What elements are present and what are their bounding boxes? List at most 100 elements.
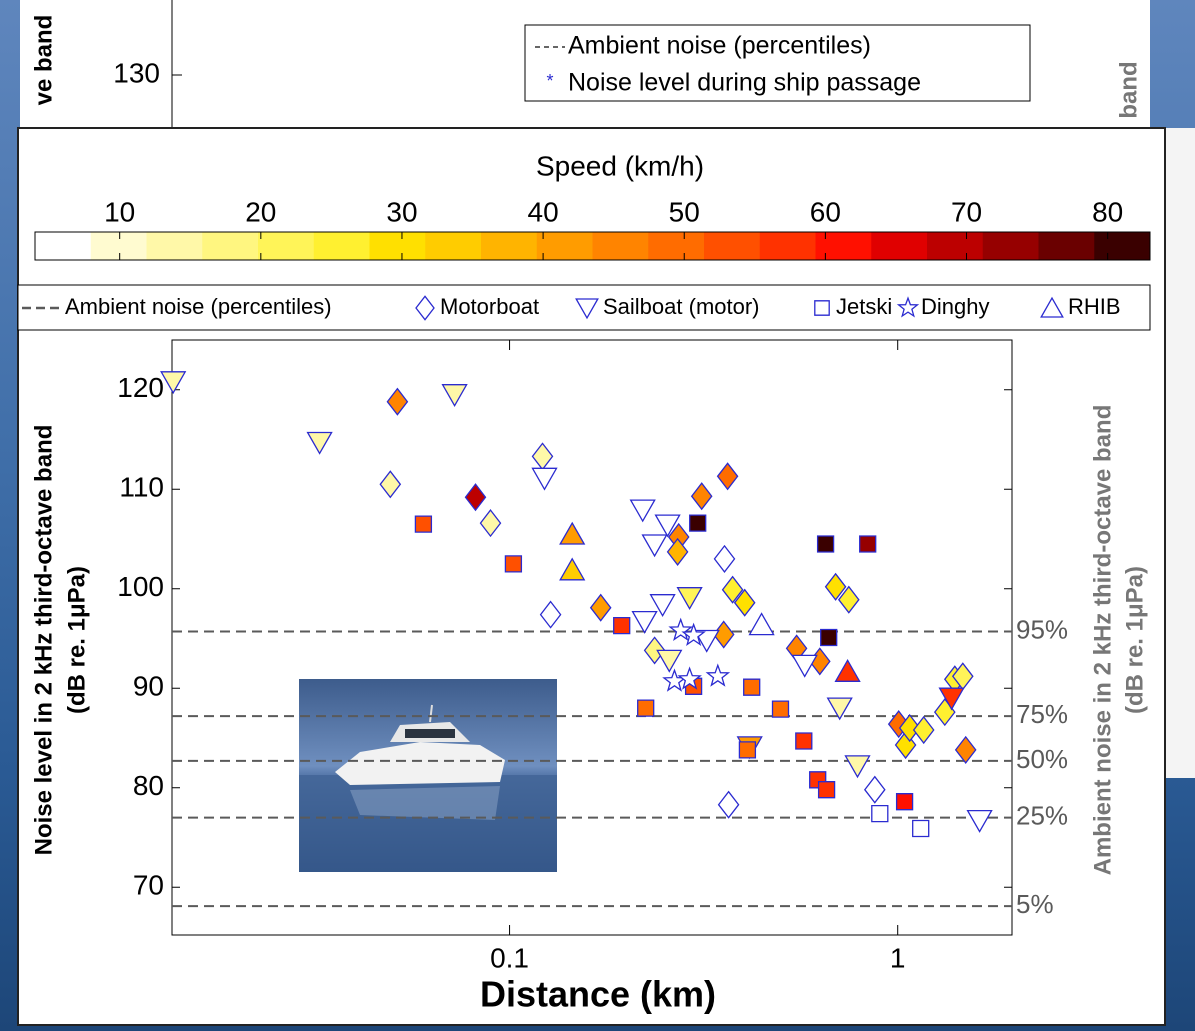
y-tick-label: 110 (119, 472, 164, 503)
y2-axis-title: (dB re. 1μPa) (1121, 566, 1148, 714)
colorbar-title: Speed (km/h) (536, 150, 704, 181)
colorbar-segment (648, 232, 705, 260)
colorbar-tick-label: 30 (386, 196, 417, 227)
colorbar-tick-label: 70 (951, 196, 982, 227)
background-ylabel: ve band (30, 15, 57, 106)
colorbar-tick-label: 60 (810, 196, 841, 227)
x-tick-label: 1 (890, 942, 906, 973)
colorbar-segment (982, 232, 1039, 260)
point (629, 499, 656, 523)
point (966, 809, 993, 833)
background-y2label: band (1115, 61, 1142, 118)
legend-marker (1040, 296, 1064, 318)
legend-marker (415, 295, 435, 321)
point (656, 649, 683, 673)
colorbar-segment (481, 232, 538, 260)
point (641, 534, 668, 558)
point (834, 658, 861, 682)
legend-text: Ambient noise (percentiles) (65, 294, 332, 319)
point (705, 663, 731, 687)
point (504, 555, 523, 573)
point (895, 793, 914, 811)
legend-text: Jetski (836, 294, 892, 319)
point (654, 514, 681, 538)
colorbar-segment (35, 232, 92, 260)
background-legend-text: Ambient noise (percentiles) (568, 32, 871, 60)
data-points (160, 371, 993, 838)
colorbar-segment (927, 232, 984, 260)
point (738, 741, 757, 759)
y-tick-label: 70 (133, 870, 164, 901)
point (649, 594, 676, 618)
point (716, 462, 739, 491)
point (817, 781, 836, 799)
background-ytick-label: 130 (113, 57, 160, 88)
point (938, 687, 965, 711)
point (859, 535, 877, 553)
y-tick-label: 90 (133, 671, 164, 702)
point (559, 557, 586, 581)
point (676, 587, 703, 611)
point (826, 697, 853, 721)
inset-photo (299, 679, 557, 872)
point (386, 387, 409, 416)
point (464, 483, 487, 512)
background-legend (524, 24, 1031, 102)
point (681, 622, 706, 646)
colorbar-segment (759, 232, 816, 260)
point (795, 732, 813, 750)
point (791, 654, 818, 678)
point (748, 612, 775, 636)
point (743, 678, 761, 696)
point (668, 617, 694, 641)
point (531, 467, 558, 491)
colorbar-segment (425, 232, 482, 260)
colorbar-segment (202, 232, 259, 260)
legend-text: RHIB (1068, 294, 1121, 319)
colorbar-segment (815, 232, 872, 260)
reference-label: 75% (1016, 699, 1068, 729)
point (898, 713, 921, 743)
colorbar-segment (704, 232, 761, 260)
legend-text: Sailboat (motor) (603, 294, 760, 319)
colorbar-segment (1094, 232, 1151, 260)
point (613, 616, 631, 635)
reference-label: 95% (1016, 614, 1068, 644)
plot-area (171, 339, 1013, 936)
x-axis-title: Distance (km) (480, 974, 716, 1015)
point (666, 537, 689, 566)
reference-label: 25% (1016, 800, 1068, 830)
colorbar-segment (90, 232, 147, 260)
point (912, 715, 935, 745)
point (689, 514, 707, 532)
colorbar-segment (1038, 232, 1095, 260)
point (871, 804, 889, 823)
legend-marker: * (546, 71, 553, 91)
point (717, 790, 740, 819)
point (379, 470, 402, 499)
colorbar-frame (34, 231, 1151, 261)
point (816, 535, 835, 553)
colorbar-segment (871, 232, 928, 260)
point (414, 515, 433, 533)
main-panel (17, 127, 1166, 1026)
colorbar-tick-label: 10 (104, 196, 135, 227)
colorbar-tick-label: 20 (245, 196, 276, 227)
y-tick-label: 120 (117, 372, 164, 403)
point (631, 610, 658, 634)
point (160, 371, 187, 395)
legend-marker (575, 298, 599, 320)
point (863, 775, 886, 804)
colorbar-tick-label: 50 (669, 196, 700, 227)
point (559, 521, 586, 545)
y2-axis-title: Ambient noise in 2 kHz third-octave band (1089, 405, 1116, 876)
point (713, 544, 736, 573)
y-tick-label: 100 (117, 571, 164, 602)
point (643, 636, 666, 665)
background-legend-text: Noise level during ship passage (568, 69, 921, 97)
y-axis-title: Noise level in 2 kHz third-octave band (30, 425, 57, 856)
point (837, 585, 860, 614)
point (693, 629, 720, 653)
colorbar-segment (369, 232, 426, 260)
